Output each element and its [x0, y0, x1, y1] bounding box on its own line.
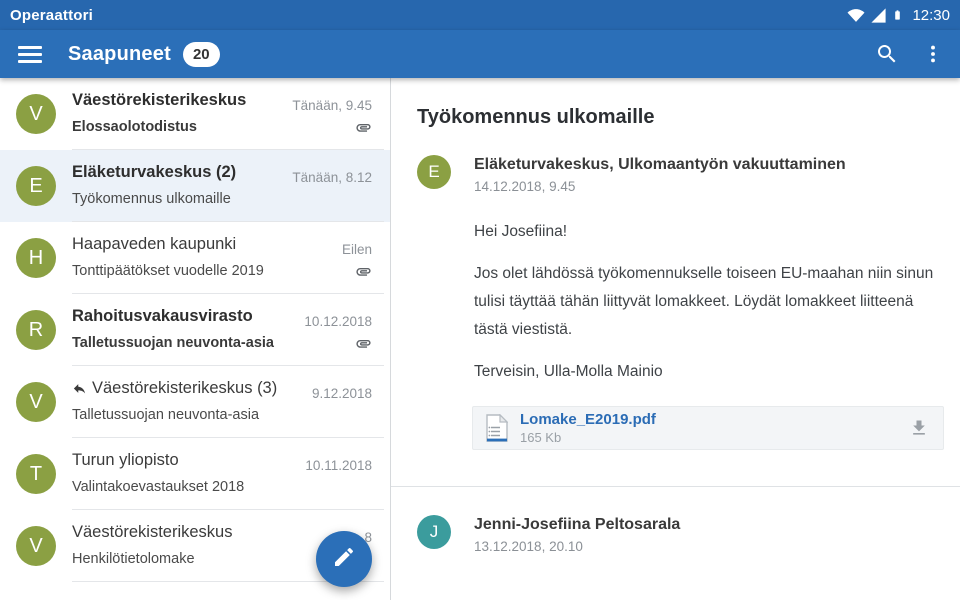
sender-name: Rahoitusvakausvirasto: [72, 307, 286, 326]
sender-name-text: Haapaveden kaupunki: [72, 235, 237, 253]
message-subject: Työkomennus ulkomaille: [72, 191, 231, 207]
conversation-title: Työkomennus ulkomaille: [417, 106, 655, 128]
message-subject: Henkilötietolomake: [72, 551, 195, 567]
avatar: E: [417, 155, 451, 189]
message-body: Hei Josefiina! Jos olet lähdössä työkome…: [474, 218, 940, 386]
message-list-item[interactable]: T Turun yliopisto Valintakoevastaukset 2…: [0, 438, 390, 510]
message-subject: Talletussuojan neuvonta-asia: [72, 407, 260, 423]
search-icon[interactable]: [874, 41, 900, 67]
avatar-initial: V: [29, 534, 43, 557]
body-paragraph: Jos olet lähdössä työkomennukselle toise…: [474, 265, 934, 338]
sender-name: Haapaveden kaupunki: [72, 235, 286, 254]
pencil-icon: [332, 545, 356, 574]
attachment-filesize: 165 Kb: [520, 430, 562, 445]
avatar-initial: H: [28, 246, 44, 269]
attachment-paperclip-icon: [355, 263, 372, 285]
reply-icon: [72, 381, 87, 396]
avatar: V: [16, 382, 56, 422]
attachment-paperclip-icon: [355, 119, 372, 141]
avatar-initial: V: [29, 102, 43, 125]
wifi-icon: [847, 7, 865, 24]
avatar: T: [16, 454, 56, 494]
cell-signal-icon: [870, 7, 887, 24]
menu-icon[interactable]: [18, 45, 42, 63]
avatar: E: [16, 166, 56, 206]
clock: 12:30: [912, 6, 950, 24]
status-bar: Operaattori 12:30: [0, 0, 960, 30]
avatar-initial: R: [28, 318, 44, 341]
avatar: J: [417, 515, 451, 549]
message-sender: Jenni-Josefiina Peltosarala: [474, 516, 681, 533]
carrier-label: Operaattori: [10, 6, 94, 24]
sender-name-text: Turun yliopisto: [72, 451, 179, 469]
sender-name: Väestörekisterikeskus: [72, 91, 286, 110]
battery-icon: [892, 6, 903, 24]
avatar-initial: E: [29, 174, 43, 197]
message-list-item[interactable]: H Haapaveden kaupunki Tonttipäätökset vu…: [0, 222, 390, 294]
avatar-initial: V: [29, 390, 43, 413]
sender-name-text: Väestörekisterikeskus (3): [92, 379, 278, 397]
unread-count-badge: 20: [182, 41, 220, 67]
body-signoff: Terveisin, Ulla-Molla Mainio: [474, 363, 663, 380]
message-date: 10.12.2018: [304, 314, 372, 329]
download-icon[interactable]: [909, 418, 929, 438]
collapsed-message-row[interactable]: J Jenni-Josefiina Peltosarala 13.12.2018…: [417, 515, 944, 554]
sender-name-text: Väestörekisterikeskus: [72, 91, 247, 109]
sender-name-text: Eläketurvakeskus (2): [72, 163, 237, 181]
app-bar: Saapuneet 20: [0, 30, 960, 78]
message-list: V Väestörekisterikeskus Elossaolotodistu…: [0, 78, 391, 600]
avatar: R: [16, 310, 56, 350]
message-date: 10.11.2018: [305, 458, 372, 473]
avatar: H: [16, 238, 56, 278]
attachment-filename-link[interactable]: Lomake_E2019.pdf: [520, 411, 656, 428]
message-list-item[interactable]: V Väestörekisterikeskus Elossaolotodistu…: [0, 78, 390, 150]
message-subject: Valintakoevastaukset 2018: [72, 479, 245, 495]
message-sender: Eläketurvakeskus, Ulkomaantyön vakuuttam…: [474, 156, 846, 173]
sender-name: Väestörekisterikeskus: [72, 523, 286, 542]
message-list-item[interactable]: V Väestörekisterikeskus Henkilötietoloma…: [0, 510, 390, 582]
message-header: E Eläketurvakeskus, Ulkomaantyön vakuutt…: [417, 155, 944, 194]
avatar: V: [16, 526, 56, 566]
pdf-file-icon: [486, 414, 508, 442]
message-datetime: 13.12.2018, 20.10: [474, 539, 583, 554]
message-datetime: 14.12.2018, 9.45: [474, 179, 576, 194]
message-date: Tänään, 9.45: [292, 98, 372, 113]
conversation-panel: Työkomennus ulkomaille E Eläketurvakesku…: [391, 78, 960, 600]
avatar-initial: T: [29, 462, 43, 485]
message-date: 9.12.2018: [311, 386, 372, 401]
attachment-paperclip-icon: [355, 335, 372, 357]
message-list-item[interactable]: R Rahoitusvakausvirasto Talletussuojan n…: [0, 294, 390, 366]
message-list-item[interactable]: E Eläketurvakeskus (2) Työkomennus ulkom…: [0, 150, 390, 222]
thread-divider: [391, 486, 960, 487]
main-content: V Väestörekisterikeskus Elossaolotodistu…: [0, 78, 960, 600]
compose-fab-button[interactable]: [316, 531, 372, 587]
message-subject: Elossaolotodistus: [72, 119, 197, 135]
overflow-menu-icon[interactable]: [920, 41, 946, 67]
message-date: 8: [364, 530, 372, 545]
message-subject: Tonttipäätökset vuodelle 2019: [72, 263, 264, 279]
avatar: V: [16, 94, 56, 134]
message-date: Eilen: [341, 242, 372, 257]
message-list-item[interactable]: V Väestörekisterikeskus (3) Talletussuoj…: [0, 366, 390, 438]
sender-name-text: Rahoitusvakausvirasto: [72, 307, 253, 325]
attachment-card[interactable]: Lomake_E2019.pdf 165 Kb: [472, 406, 944, 450]
message-subject: Talletussuojan neuvonta-asia: [72, 335, 274, 351]
sender-name: Eläketurvakeskus (2): [72, 163, 286, 182]
sender-name: Turun yliopisto: [72, 451, 286, 470]
sender-name: Väestörekisterikeskus (3): [72, 379, 286, 398]
body-greeting: Hei Josefiina!: [474, 223, 568, 240]
page-title: Saapuneet: [68, 42, 171, 65]
message-date: Tänään, 8.12: [292, 170, 372, 185]
sender-name-text: Väestörekisterikeskus: [72, 523, 233, 541]
